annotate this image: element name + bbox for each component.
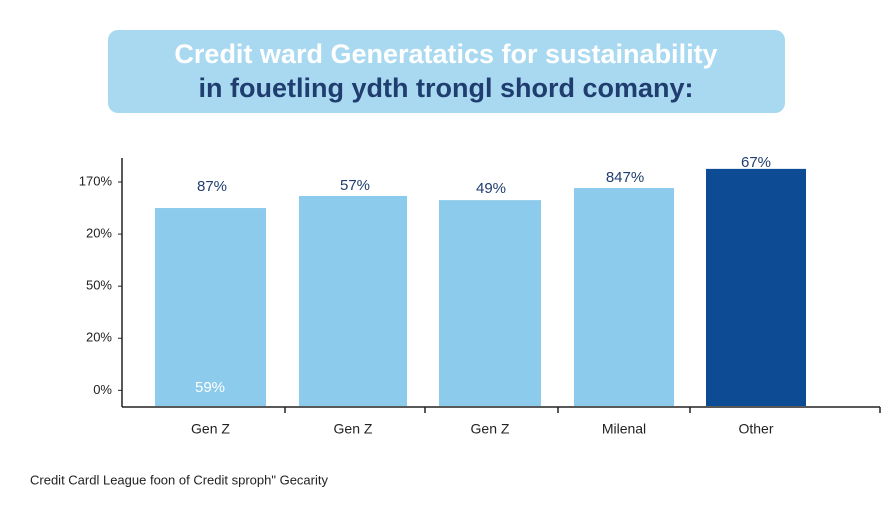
x-tick-label: Other <box>738 421 773 437</box>
axis-separators <box>284 407 881 413</box>
chart-title: Credit ward Generatatics for sustainabil… <box>174 39 717 69</box>
x-tick-label: Milenal <box>602 421 646 437</box>
bar <box>439 200 541 406</box>
annotation: 87% <box>197 178 227 195</box>
annotation: 847% <box>606 169 644 186</box>
x-tick-label: Gen Z <box>471 421 510 437</box>
annotation: 49% <box>476 180 506 197</box>
bar <box>706 168 806 406</box>
y-tick-label: 170% <box>79 173 113 188</box>
chart-title: in fouetling ydth trongl shord comany: <box>199 73 694 103</box>
annotation: 67% <box>741 154 771 171</box>
annotation: 57% <box>340 177 370 194</box>
bar <box>574 188 674 406</box>
bar <box>299 195 407 406</box>
x-tick-label: Gen Z <box>334 421 373 437</box>
y-tick-label: 50% <box>86 278 112 293</box>
annotation: 59% <box>195 379 225 396</box>
footnote: Credit Cardl League foon of Credit sprop… <box>30 472 328 487</box>
bar <box>155 208 266 406</box>
y-tick-label: 20% <box>86 330 112 345</box>
title-box <box>108 30 785 113</box>
y-tick-label: 0% <box>93 382 112 397</box>
x-tick-label: Gen Z <box>191 421 230 437</box>
y-tick-label: 20% <box>86 226 112 241</box>
